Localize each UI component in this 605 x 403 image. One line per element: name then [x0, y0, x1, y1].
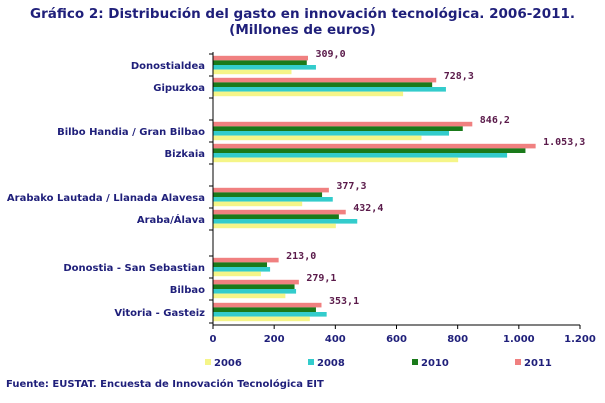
bar-2011 [213, 55, 309, 61]
category-label: Bilbo Handia / Gran Bilbao [57, 127, 205, 138]
bar-2008 [213, 65, 316, 70]
bar-2010 [213, 214, 339, 219]
data-label: 213,0 [286, 251, 316, 262]
category-label: Donostialdea [131, 61, 205, 72]
bar-2008 [213, 289, 297, 294]
legend-label-2006: 2006 [214, 358, 242, 369]
bar-2008 [213, 267, 271, 272]
data-label: 309,0 [316, 49, 346, 60]
bar-2010 [213, 60, 307, 65]
data-label: 728,3 [444, 71, 474, 82]
bar-2010 [213, 262, 268, 267]
bar-2008 [213, 131, 449, 136]
legend-label-2008: 2008 [317, 358, 345, 369]
chart-title-line2: (Millones de euros) [229, 22, 376, 38]
chart-title: Gráfico 2: Distribución del gasto en inn… [0, 6, 605, 38]
category-label: Arabako Lautada / Llanada Alavesa [7, 193, 205, 204]
bar-2010 [213, 192, 323, 197]
data-label: 353,1 [329, 296, 359, 307]
bar-2011 [213, 77, 437, 83]
legend-label-2011: 2011 [524, 358, 552, 369]
bar-2006 [213, 69, 292, 75]
bar-2006 [213, 91, 404, 97]
legend-swatch-2006 [205, 359, 211, 365]
bar-2006 [213, 316, 310, 322]
bar-2010 [213, 284, 295, 289]
x-tick-label: 600 [386, 334, 407, 345]
bar-2011 [213, 257, 279, 263]
category-label: Donostia - San Sebastian [63, 263, 205, 274]
bar-2008 [213, 87, 446, 92]
x-tick-label: 400 [325, 334, 346, 345]
x-tick-label: 200 [264, 334, 285, 345]
bar-2010 [213, 126, 463, 131]
bar-2010 [213, 148, 526, 153]
category-label: Bilbao [170, 285, 205, 296]
bar-2008 [213, 219, 358, 224]
bar-2006 [213, 201, 303, 207]
bar-2006 [213, 271, 261, 277]
bar-2008 [213, 153, 508, 158]
bar-2006 [213, 135, 422, 141]
bar-2008 [213, 197, 333, 202]
bar-2011 [213, 302, 322, 308]
category-label: Gipuzkoa [153, 83, 205, 94]
data-label: 432,4 [353, 203, 383, 214]
legend-label-2010: 2010 [421, 358, 449, 369]
x-tick-label: 1.200 [564, 334, 596, 345]
bar-2011 [213, 187, 329, 193]
chart-title-line1: Gráfico 2: Distribución del gasto en inn… [29, 6, 576, 22]
bar-2006 [213, 293, 286, 299]
legend-swatch-2010 [412, 359, 418, 365]
category-label: Vitoria - Gasteiz [114, 308, 205, 319]
bar-2008 [213, 312, 327, 317]
data-label: 1.053,3 [543, 137, 585, 148]
bar-2011 [213, 209, 346, 215]
x-tick-label: 0 [210, 334, 217, 345]
bar-2006 [213, 157, 459, 163]
bar-2011 [213, 121, 473, 127]
data-label: 846,2 [480, 115, 510, 126]
source-note: Fuente: EUSTAT. Encuesta de Innovación T… [6, 379, 324, 390]
bar-2006 [213, 223, 336, 229]
x-tick-label: 1.000 [503, 334, 535, 345]
data-label: 377,3 [336, 181, 366, 192]
data-label: 279,1 [306, 273, 336, 284]
legend-swatch-2011 [515, 359, 521, 365]
bar-2011 [213, 143, 536, 149]
bar-2011 [213, 279, 299, 285]
category-label: Bizkaia [165, 149, 205, 160]
bar-2010 [213, 82, 433, 87]
bar-2010 [213, 307, 316, 312]
x-tick-label: 800 [447, 334, 468, 345]
category-label: Araba/Álava [137, 213, 205, 226]
legend-swatch-2008 [308, 359, 314, 365]
